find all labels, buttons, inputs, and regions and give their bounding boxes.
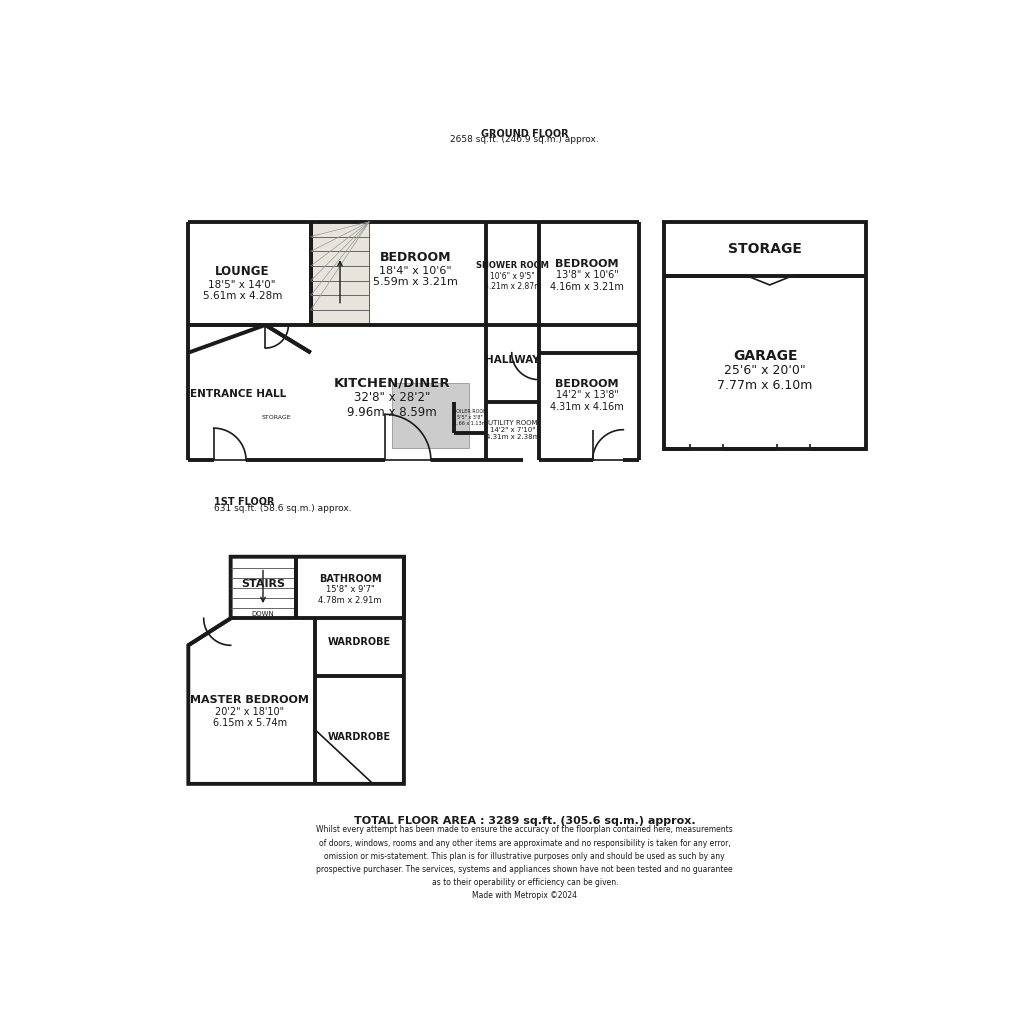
Text: GROUND FLOOR: GROUND FLOOR xyxy=(481,129,568,139)
Bar xyxy=(665,222,866,449)
Text: STAIRS: STAIRS xyxy=(241,579,285,589)
Text: WARDROBE: WARDROBE xyxy=(328,732,391,742)
Text: DOWN: DOWN xyxy=(252,611,274,618)
Text: 18'4" x 10'6"
5.59m x 3.21m: 18'4" x 10'6" 5.59m x 3.21m xyxy=(373,266,458,287)
Text: 25'6" x 20'0"
7.77m x 6.10m: 25'6" x 20'0" 7.77m x 6.10m xyxy=(718,364,813,392)
Text: ENTRANCE HALL: ENTRANCE HALL xyxy=(190,389,287,400)
Text: BEDROOM: BEDROOM xyxy=(555,379,618,389)
Text: 14'2" x 13'8"
4.31m x 4.16m: 14'2" x 13'8" 4.31m x 4.16m xyxy=(550,390,624,412)
Text: BEDROOM: BEDROOM xyxy=(555,259,618,269)
Text: LOUNGE: LOUNGE xyxy=(215,265,269,278)
Text: MASTER BEDROOM: MASTER BEDROOM xyxy=(190,696,309,706)
Text: TOTAL FLOOR AREA : 3289 sq.ft. (305.6 sq.m.) approx.: TOTAL FLOOR AREA : 3289 sq.ft. (305.6 sq… xyxy=(354,816,695,826)
Text: 32'8" x 28'2"
9.96m x 8.59m: 32'8" x 28'2" 9.96m x 8.59m xyxy=(347,391,437,419)
Polygon shape xyxy=(310,222,486,324)
Text: 20'2" x 18'10"
6.15m x 5.74m: 20'2" x 18'10" 6.15m x 5.74m xyxy=(213,707,287,728)
Text: 13'8" x 10'6"
4.16m x 3.21m: 13'8" x 10'6" 4.16m x 3.21m xyxy=(550,271,624,292)
Text: KITCHEN/DINER: KITCHEN/DINER xyxy=(334,376,451,389)
Bar xyxy=(230,557,403,619)
Text: STORAGE: STORAGE xyxy=(728,242,802,257)
Polygon shape xyxy=(539,324,639,460)
Text: 18'5" x 14'0"
5.61m x 4.28m: 18'5" x 14'0" 5.61m x 4.28m xyxy=(203,280,282,301)
Text: WARDROBE: WARDROBE xyxy=(328,637,391,647)
Bar xyxy=(230,558,295,618)
Polygon shape xyxy=(486,222,539,324)
Polygon shape xyxy=(188,324,310,460)
Polygon shape xyxy=(486,402,539,460)
Text: 1ST FLOOR: 1ST FLOOR xyxy=(214,497,274,507)
Text: SHOWER ROOM: SHOWER ROOM xyxy=(476,262,549,271)
Text: GARAGE: GARAGE xyxy=(733,349,798,363)
Polygon shape xyxy=(310,324,486,460)
Polygon shape xyxy=(454,402,486,433)
Text: BOILER ROOM
5'5" x 3'8"
1.66 x 1.13m: BOILER ROOM 5'5" x 3'8" 1.66 x 1.13m xyxy=(453,409,487,426)
Text: 631 sq.ft. (58.6 sq.m.) approx.: 631 sq.ft. (58.6 sq.m.) approx. xyxy=(214,504,351,513)
Polygon shape xyxy=(486,324,539,402)
Text: STORAGE: STORAGE xyxy=(262,415,292,420)
Text: 10'6" x 9'5"
3.21m x 2.87m: 10'6" x 9'5" 3.21m x 2.87m xyxy=(483,272,542,291)
Text: BATHROOM: BATHROOM xyxy=(318,574,381,584)
Text: BEDROOM: BEDROOM xyxy=(380,251,452,264)
Bar xyxy=(392,382,469,448)
Polygon shape xyxy=(539,222,639,324)
Polygon shape xyxy=(188,557,403,784)
Text: Whilst every attempt has been made to ensure the accuracy of the floorplan conta: Whilst every attempt has been made to en… xyxy=(316,825,733,900)
Text: HALLWAY: HALLWAY xyxy=(485,355,540,365)
Text: 2658 sq.ft. (246.9 sq.m.) approx.: 2658 sq.ft. (246.9 sq.m.) approx. xyxy=(451,135,599,144)
Text: 15'8" x 9'7"
4.78m x 2.91m: 15'8" x 9'7" 4.78m x 2.91m xyxy=(318,585,382,604)
Bar xyxy=(310,222,370,324)
Text: UTILITY ROOM
14'2" x 7'10"
4.31m x 2.38m: UTILITY ROOM 14'2" x 7'10" 4.31m x 2.38m xyxy=(485,420,540,440)
Polygon shape xyxy=(188,222,310,324)
